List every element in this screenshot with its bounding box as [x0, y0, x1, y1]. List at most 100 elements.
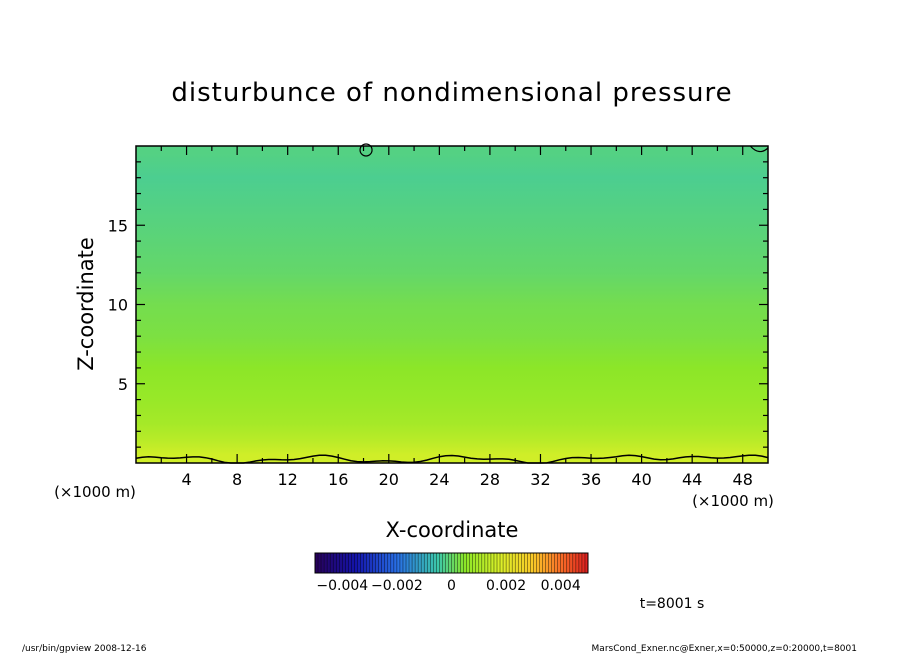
colorbar-cell	[500, 553, 504, 573]
colorbar-tick-label: 0	[447, 578, 456, 594]
heatmap-field	[136, 146, 768, 463]
colorbar-cell	[351, 553, 355, 573]
colorbar-cell	[581, 553, 586, 573]
colorbar-cell	[503, 553, 507, 573]
colorbar	[314, 552, 589, 574]
chart-title: disturbunce of nondimensional pressure	[171, 78, 732, 108]
time-label: t=8001 s	[640, 596, 705, 612]
colorbar-cell	[448, 553, 452, 573]
colorbar-cell	[478, 553, 483, 573]
colorbar-cell	[451, 553, 455, 573]
colorbar-cell	[518, 553, 522, 573]
colorbar-cell	[472, 553, 477, 573]
colorbar-cell	[387, 553, 392, 573]
y-axis-label: Z-coordinate	[74, 237, 98, 371]
colorbar-cell	[572, 553, 577, 573]
x-tick-label: 28	[480, 470, 500, 489]
colorbar-cell	[542, 553, 546, 573]
colorbar-cell	[393, 553, 398, 573]
contour-top-corner	[749, 145, 769, 153]
y-tick-label: 10	[108, 296, 128, 315]
colorbar-cell	[548, 553, 552, 573]
colorbar-cell	[430, 553, 434, 573]
footer-left: /usr/bin/gpview 2008-12-16	[22, 644, 147, 654]
colorbar-cell	[560, 553, 565, 573]
x-tick-label: 40	[631, 470, 651, 489]
colorbar-cell	[539, 553, 543, 573]
x-tick-label: 24	[429, 470, 449, 489]
colorbar-tick-label: −0.002	[371, 578, 423, 594]
colorbar-labels: −0.004 −0.002 0 0.002 0.004	[316, 578, 580, 594]
colorbar-cell	[439, 553, 443, 573]
x-tick-labels: 4 8 12 16 20 24 28 32 36 40 44 48	[181, 470, 752, 489]
colorbar-cell	[330, 553, 334, 573]
colorbar-cell	[569, 553, 574, 573]
colorbar-cell	[342, 553, 346, 573]
contour-top-closed	[359, 143, 373, 157]
colorbar-cell	[493, 553, 498, 573]
colorbar-cell	[460, 553, 464, 573]
colorbar-cell	[315, 553, 319, 573]
colorbar-cell	[578, 553, 583, 573]
colorbar-cell	[324, 553, 328, 573]
footer-right: MarsCond_Exner.nc@Exner,x=0:50000,z=0:20…	[592, 644, 857, 654]
colorbar-cell	[357, 553, 361, 573]
colorbar-cell	[321, 553, 325, 573]
colorbar-cell	[390, 553, 395, 573]
x-tick-label: 16	[328, 470, 348, 489]
colorbar-cell	[406, 553, 410, 573]
colorbar-cell	[381, 553, 386, 573]
colorbar-cell	[463, 553, 467, 573]
colorbar-cell	[433, 553, 437, 573]
x-axis-label: X-coordinate	[386, 518, 519, 542]
colorbar-cell	[348, 553, 352, 573]
y-tick-label: 5	[118, 375, 128, 394]
colorbar-cell	[402, 553, 407, 573]
axis-ticks	[136, 146, 768, 463]
colorbar-cell	[481, 553, 486, 573]
x-tick-label: 32	[530, 470, 550, 489]
colorbar-tick-label: 0.002	[486, 578, 526, 594]
colorbar-cell	[466, 553, 470, 573]
colorbar-cell	[445, 553, 449, 573]
x-unit-right: (×1000 m)	[692, 492, 774, 510]
colorbar-cell	[415, 553, 419, 573]
colorbar-tick-label: 0.004	[541, 578, 581, 594]
x-tick-label: 44	[682, 470, 702, 489]
colorbar-cell	[409, 553, 413, 573]
colorbar-cell	[515, 553, 519, 573]
x-unit-left: (×1000 m)	[54, 483, 136, 501]
colorbar-cell	[424, 553, 428, 573]
colorbar-cell	[475, 553, 480, 573]
colorbar-cell	[533, 553, 537, 573]
y-tick-labels: 5 10 15	[108, 216, 128, 394]
colorbar-cell	[545, 553, 549, 573]
colorbar-cell	[509, 553, 513, 573]
colorbar-cell	[384, 553, 389, 573]
colorbar-cell	[469, 553, 474, 573]
colorbar-cell	[333, 553, 337, 573]
colorbar-cell	[366, 553, 370, 573]
x-tick-label: 12	[278, 470, 298, 489]
colorbar-cell	[566, 553, 571, 573]
colorbar-cell	[490, 553, 495, 573]
colorbar-cell	[375, 553, 379, 573]
colorbar-cell	[378, 553, 383, 573]
colorbar-cell	[336, 553, 340, 573]
colorbar-cell	[442, 553, 446, 573]
colorbar-cell	[421, 553, 425, 573]
colorbar-cell	[497, 553, 501, 573]
heatmap-background	[136, 146, 768, 463]
colorbar-cell	[354, 553, 358, 573]
colorbar-cell	[454, 553, 458, 573]
colorbar-cell	[396, 553, 401, 573]
colorbar-cell	[584, 553, 589, 573]
colorbar-cell	[575, 553, 580, 573]
colorbar-cell	[345, 553, 349, 573]
colorbar-cell	[527, 553, 531, 573]
colorbar-cell	[412, 553, 416, 573]
colorbar-cell	[363, 553, 367, 573]
colorbar-cell	[557, 553, 561, 573]
colorbar-cell	[521, 553, 525, 573]
